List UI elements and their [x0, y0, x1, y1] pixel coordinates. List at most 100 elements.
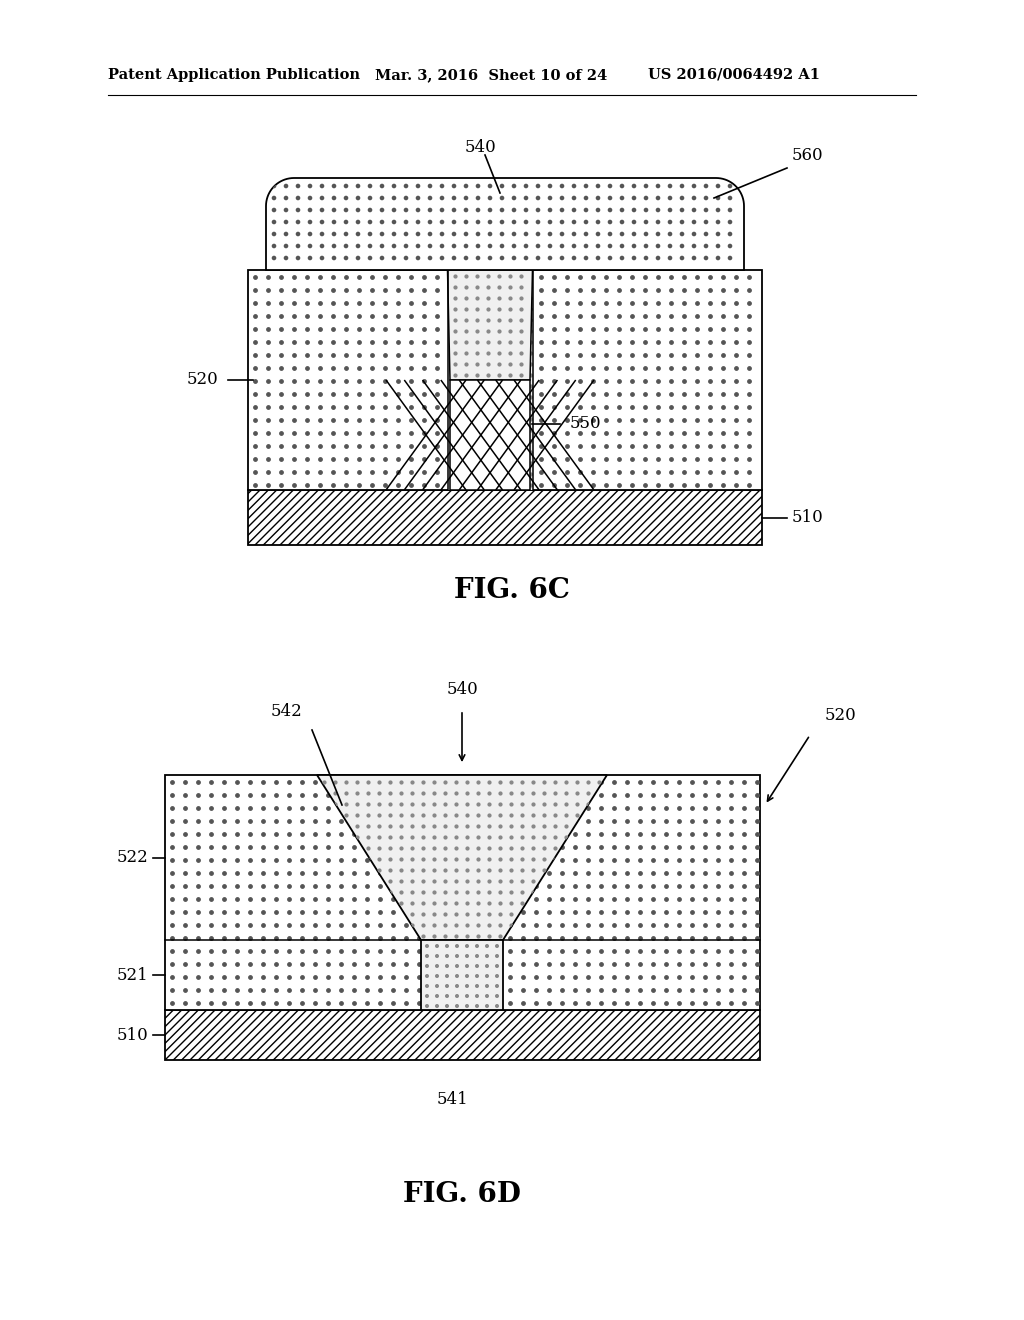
Circle shape — [730, 898, 733, 902]
Circle shape — [518, 308, 521, 312]
Circle shape — [717, 1002, 720, 1006]
Circle shape — [466, 781, 469, 784]
Circle shape — [512, 232, 516, 235]
Circle shape — [384, 405, 387, 409]
Circle shape — [249, 859, 252, 862]
Circle shape — [422, 836, 425, 840]
Circle shape — [554, 924, 557, 927]
Circle shape — [418, 975, 421, 979]
Circle shape — [400, 902, 402, 906]
Circle shape — [600, 975, 603, 979]
Circle shape — [435, 995, 438, 998]
Circle shape — [267, 445, 270, 449]
Circle shape — [367, 891, 370, 894]
Circle shape — [318, 405, 323, 409]
Circle shape — [585, 232, 588, 235]
Circle shape — [183, 975, 187, 979]
Circle shape — [249, 962, 252, 966]
Circle shape — [626, 807, 629, 810]
Circle shape — [280, 276, 284, 280]
Circle shape — [410, 276, 414, 280]
Circle shape — [340, 871, 343, 875]
Circle shape — [431, 924, 434, 927]
Circle shape — [384, 341, 387, 345]
Circle shape — [717, 232, 720, 235]
Circle shape — [296, 197, 300, 199]
Circle shape — [171, 820, 174, 824]
Circle shape — [327, 833, 330, 836]
Circle shape — [470, 859, 473, 862]
Circle shape — [535, 989, 539, 993]
Circle shape — [670, 289, 673, 292]
Circle shape — [444, 792, 446, 795]
Circle shape — [379, 950, 382, 953]
Circle shape — [449, 380, 453, 383]
Circle shape — [306, 354, 309, 358]
Circle shape — [353, 975, 356, 979]
Circle shape — [501, 341, 504, 345]
Circle shape — [340, 859, 343, 862]
Circle shape — [683, 458, 686, 461]
Circle shape — [705, 244, 708, 248]
Circle shape — [357, 380, 361, 383]
Circle shape — [356, 256, 359, 260]
Circle shape — [705, 220, 708, 223]
Circle shape — [431, 781, 434, 784]
Circle shape — [288, 871, 291, 875]
Polygon shape — [266, 178, 744, 271]
Circle shape — [499, 935, 502, 939]
Circle shape — [695, 484, 699, 487]
Circle shape — [422, 847, 425, 850]
Text: Patent Application Publication: Patent Application Publication — [108, 69, 360, 82]
Circle shape — [524, 209, 527, 211]
Circle shape — [631, 484, 634, 487]
Circle shape — [431, 820, 434, 824]
Circle shape — [709, 341, 713, 345]
Circle shape — [379, 833, 382, 836]
Circle shape — [510, 891, 513, 894]
Circle shape — [722, 471, 725, 474]
Circle shape — [280, 341, 284, 345]
Circle shape — [695, 393, 699, 396]
Circle shape — [306, 393, 309, 396]
Circle shape — [293, 314, 296, 318]
Circle shape — [267, 327, 270, 331]
Circle shape — [680, 256, 684, 260]
Circle shape — [371, 302, 374, 305]
Circle shape — [587, 847, 590, 850]
Circle shape — [474, 385, 477, 388]
Circle shape — [280, 418, 284, 422]
Circle shape — [384, 302, 387, 305]
Circle shape — [565, 935, 568, 939]
Circle shape — [334, 902, 337, 906]
Circle shape — [520, 275, 523, 279]
Circle shape — [423, 445, 426, 449]
Circle shape — [356, 924, 358, 927]
Circle shape — [678, 950, 681, 953]
Circle shape — [476, 244, 479, 248]
Circle shape — [683, 302, 686, 305]
Circle shape — [678, 807, 681, 810]
Circle shape — [561, 833, 564, 836]
Circle shape — [436, 354, 439, 358]
Circle shape — [353, 871, 356, 875]
Circle shape — [532, 814, 535, 817]
Circle shape — [717, 950, 720, 953]
Circle shape — [742, 871, 746, 875]
Circle shape — [477, 935, 480, 939]
Circle shape — [680, 220, 684, 223]
Circle shape — [476, 965, 478, 968]
Circle shape — [236, 781, 240, 784]
Circle shape — [520, 363, 523, 366]
Circle shape — [404, 846, 409, 849]
Circle shape — [417, 209, 420, 211]
Circle shape — [656, 327, 660, 331]
Circle shape — [318, 354, 323, 358]
Circle shape — [400, 935, 402, 939]
Circle shape — [223, 950, 226, 953]
Circle shape — [639, 833, 642, 836]
Circle shape — [476, 352, 479, 355]
Circle shape — [526, 380, 530, 383]
Circle shape — [306, 471, 309, 474]
Circle shape — [356, 781, 358, 784]
